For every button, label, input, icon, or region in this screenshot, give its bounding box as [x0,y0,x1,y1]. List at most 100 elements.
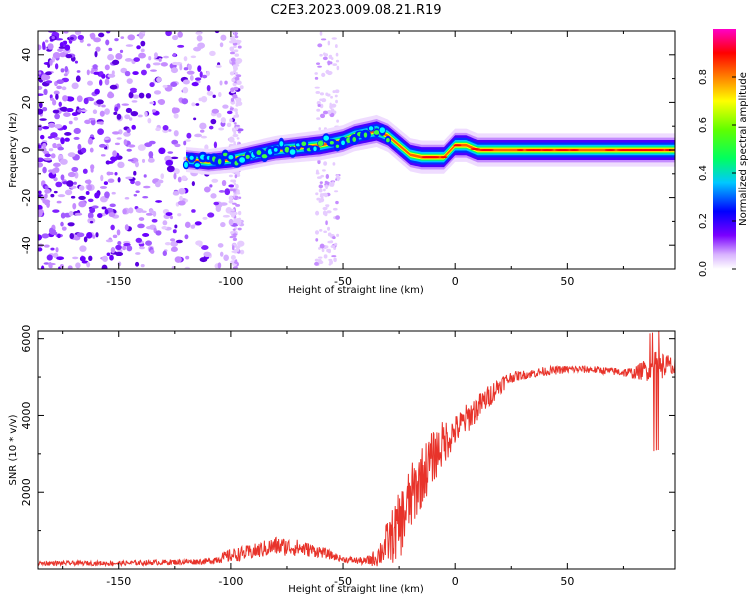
noise-speck [234,259,238,265]
x-tick-label: -50 [334,575,352,588]
noise-speck [190,55,197,59]
noise-speck [230,97,235,102]
noise-speck [315,172,320,175]
noise-speck [223,254,229,261]
noise-speck [137,223,145,229]
noise-speck [231,245,235,251]
noise-speck [47,43,54,50]
noise-speck [49,59,53,66]
noise-speck [319,243,325,249]
noise-speck [86,43,91,47]
noise-speck [319,92,325,96]
noise-speck [43,244,50,248]
x-tick-label: -150 [106,575,131,588]
noise-speck [152,210,157,217]
noise-speck [108,47,113,52]
noise-speck [332,236,336,240]
noise-speck [74,60,78,64]
noise-speck [44,153,51,158]
noise-speck [220,34,227,41]
noise-speck [170,241,179,247]
noise-speck [102,255,109,262]
noise-speck [107,207,112,211]
noise-speck [104,191,110,199]
noise-speck [162,220,168,226]
noise-speck [115,251,124,257]
noise-speck [232,233,238,236]
noise-speck [104,108,110,115]
noise-speck [53,162,61,168]
noise-speck [71,82,79,90]
noise-speck [330,245,336,249]
noise-speck [112,234,118,239]
noise-speck [226,122,232,128]
colorbar-label: Normalized spectral amplitude [738,72,749,226]
noise-speck [63,40,68,45]
noise-speck [326,210,332,214]
noise-speck [60,137,65,145]
noise-speck [51,56,56,63]
noise-speck [117,261,122,267]
noise-speck [228,195,234,201]
noise-speck [177,44,185,48]
noise-speck [54,137,60,140]
colorbar-tick-label: 0.0 [698,261,709,277]
noise-speck [101,206,107,210]
snr-panel: -150 -100 -50 0 50 2000 4000 6000 Height of st… [8,325,676,595]
noise-speck [76,232,85,238]
ridge-core [516,149,524,151]
noise-speck [83,236,88,243]
noise-speck [44,39,49,43]
noise-speck [91,205,99,209]
noise-speck [67,265,73,269]
noise-speck [55,93,59,100]
y-tick-label: 6000 [20,325,33,353]
noise-speck [314,258,320,262]
noise-speck [94,88,100,95]
noise-speck [67,222,75,227]
spectrogram-panel: -150 -100 -50 0 50 -40 -20 0 20 40 Height of str… [8,30,676,296]
noise-speck [88,117,96,121]
colorbar: 0.0 0.2 0.4 0.6 0.8 Normalized spectral ampl… [698,29,749,277]
noise-speck [218,190,225,193]
noise-speck [336,119,339,123]
noise-speck [105,239,113,243]
ridge-blob [184,161,188,168]
noise-speck [94,50,98,58]
x-tick-label: -50 [334,275,352,288]
noise-speck [145,212,154,216]
noise-speck [162,125,169,131]
noise-speck [116,113,122,120]
noise-speck [127,159,134,162]
noise-speck [236,172,240,176]
noise-speck [319,193,325,196]
noise-speck [317,43,323,48]
noise-speck [104,78,110,86]
noise-speck [213,141,218,149]
noise-speck [62,95,68,102]
ridge-blob [329,141,334,145]
noise-speck [124,224,129,231]
noise-speck [120,36,125,39]
noise-speck [75,262,81,269]
ridge-core [534,149,542,151]
snr-y-axis: 2000 4000 6000 [20,325,675,532]
noise-speck [167,129,172,132]
noise-speck [213,201,220,206]
noise-speck [92,109,98,115]
noise-speck [193,117,197,121]
noise-speck [235,248,240,252]
noise-speck [319,181,323,185]
noise-speck [97,103,101,107]
noise-speck [319,53,323,57]
noise-speck [335,59,340,63]
noise-speck [130,110,139,117]
noise-speck [326,248,330,253]
y-tick-label: 4000 [20,401,33,429]
noise-speck [166,165,175,173]
noise-speck [42,166,47,174]
noise-speck [335,99,338,104]
noise-speck [330,95,333,99]
noise-speck [199,122,207,130]
noise-speck [320,174,325,178]
